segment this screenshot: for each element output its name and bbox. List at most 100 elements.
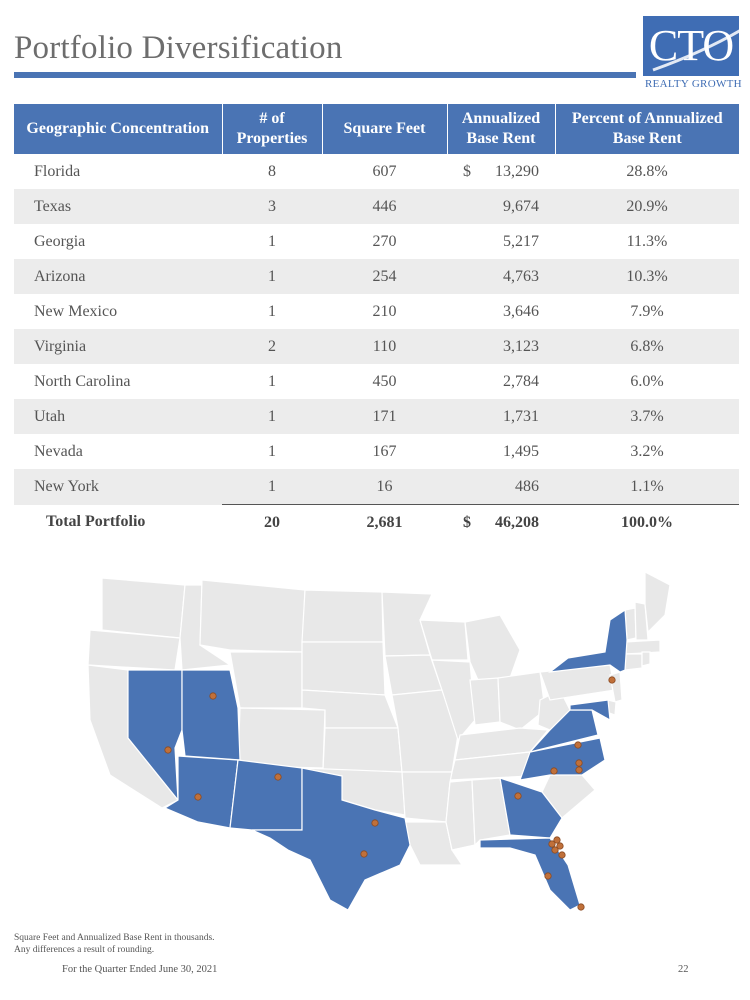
state-cell: New York xyxy=(14,469,222,505)
state-cell: Arizona xyxy=(14,259,222,294)
total-properties: 20 xyxy=(222,504,322,540)
geographic-concentration-table: Geographic Concentration # of Properties… xyxy=(14,104,739,540)
pct-cell: 20.9% xyxy=(555,189,739,224)
state-cell: Nevada xyxy=(34,442,83,460)
state-illinois xyxy=(431,659,476,742)
total-sqft: 2,681 xyxy=(322,504,447,540)
sqft-cell: 446 xyxy=(322,189,447,224)
state-cell: New Mexico xyxy=(34,302,118,320)
footnote-rounding: Any differences a result of rounding. xyxy=(14,945,155,955)
state-cell: Utah xyxy=(14,399,222,434)
table-row: Virginia 2 110 3,123 6.8% xyxy=(14,329,739,364)
state-rhode-island xyxy=(641,651,651,667)
property-marker xyxy=(544,872,552,880)
property-marker xyxy=(575,759,583,767)
state-cell: Georgia xyxy=(34,232,86,250)
sqft-cell: 607 xyxy=(372,162,397,180)
header-properties: # of Properties xyxy=(221,104,322,154)
state-florida xyxy=(479,837,581,911)
state-cell: Texas xyxy=(14,189,222,224)
total-row: Total Portfolio 20 2,681 $46,208 100.0% xyxy=(14,504,739,540)
table-header-row: Geographic Concentration # of Properties… xyxy=(14,104,739,154)
pct-cell: 3.7% xyxy=(555,399,739,434)
header-annualized-base-rent: Annualized Base Rent xyxy=(446,104,555,154)
state-new-york xyxy=(547,608,628,673)
sqft-cell: 167 xyxy=(372,442,397,460)
rent-value: 3,646 xyxy=(503,302,539,320)
property-marker xyxy=(209,692,217,700)
state-maryland xyxy=(569,699,611,722)
property-marker xyxy=(575,766,583,774)
state-cell: North Carolina xyxy=(34,372,131,390)
rent-value: 4,763 xyxy=(503,267,539,285)
rent-cell: 4,763 xyxy=(447,259,555,294)
pct-cell: 6.0% xyxy=(630,372,664,390)
total-label: Total Portfolio xyxy=(46,513,146,531)
sqft-cell: 254 xyxy=(322,259,447,294)
highlighted-states xyxy=(127,608,628,911)
logo-swoosh-icon xyxy=(652,28,741,72)
rent-value: 1,495 xyxy=(503,442,539,460)
property-marker xyxy=(194,793,202,801)
us-states-map xyxy=(87,571,671,911)
page-title: Portfolio Diversification xyxy=(14,30,343,66)
pct-cell: 7.9% xyxy=(630,302,664,320)
total-rent-value: 46,208 xyxy=(495,513,539,531)
rent-value: 9,674 xyxy=(503,197,539,215)
property-marker xyxy=(558,851,566,859)
footer-period: For the Quarter Ended June 30, 2021 xyxy=(62,964,218,975)
state-washington xyxy=(101,577,186,639)
state-montana xyxy=(199,579,306,653)
properties-cell: 1 xyxy=(222,259,322,294)
header-percent-annualized-base-rent: Percent of Annualized Base Rent xyxy=(554,104,739,154)
state-cell: Virginia xyxy=(14,329,222,364)
page-number: 22 xyxy=(678,964,689,975)
footnote-units: Square Feet and Annualized Base Rent in … xyxy=(14,933,215,943)
state-michigan xyxy=(464,614,521,681)
currency-symbol: $ xyxy=(463,162,471,180)
state-utah xyxy=(181,669,241,761)
pct-cell: 11.3% xyxy=(626,232,668,250)
properties-cell: 1 xyxy=(222,399,322,434)
pct-cell: 6.8% xyxy=(555,329,739,364)
property-marker xyxy=(577,903,585,911)
properties-cell: 3 xyxy=(222,189,322,224)
state-connecticut xyxy=(624,653,643,671)
table-row: Texas 3 446 9,674 20.9% xyxy=(14,189,739,224)
properties-cell: 1 xyxy=(268,372,276,390)
header-geographic-concentration: Geographic Concentration xyxy=(14,104,222,154)
state-wisconsin xyxy=(419,619,469,661)
state-cell: Florida xyxy=(34,162,81,180)
properties-cell: 1 xyxy=(268,302,276,320)
rent-cell: 3,646 xyxy=(447,294,555,329)
company-logo: CTO REALTY GROWTH xyxy=(643,16,742,92)
sqft-cell: 270 xyxy=(372,232,397,250)
state-wyoming xyxy=(229,651,303,709)
properties-cell: 8 xyxy=(268,162,276,180)
state-south-dakota xyxy=(301,641,386,696)
sqft-cell: 171 xyxy=(322,399,447,434)
property-marker xyxy=(551,846,559,854)
property-markers xyxy=(164,676,616,911)
state-new-hampshire xyxy=(634,601,649,641)
footnote: Square Feet and Annualized Base Rent in … xyxy=(14,932,215,956)
state-georgia xyxy=(499,777,563,839)
state-ohio xyxy=(497,671,546,731)
rent-value: 486 xyxy=(515,477,539,495)
properties-cell: 1 xyxy=(268,442,276,460)
pct-cell: 1.1% xyxy=(555,469,739,505)
properties-cell: 1 xyxy=(222,469,322,505)
header-square-feet: Square Feet xyxy=(321,104,447,154)
table-row: Nevada 1 167 1,495 3.2% xyxy=(14,434,739,469)
state-kansas xyxy=(322,727,403,773)
rent-cell: 1,731 xyxy=(447,399,555,434)
logo-box xyxy=(643,16,739,76)
rent-value: 2,784 xyxy=(503,372,539,390)
property-marker xyxy=(608,676,616,684)
rent-value: 3,123 xyxy=(503,337,539,355)
rent-cell: $13,290 xyxy=(447,154,555,189)
rent-cell: 486 xyxy=(447,469,555,505)
table-row: Arizona 1 254 4,763 10.3% xyxy=(14,259,739,294)
property-marker xyxy=(556,842,564,850)
table-row: Florida 8 607 $13,290 28.8% xyxy=(14,154,739,189)
